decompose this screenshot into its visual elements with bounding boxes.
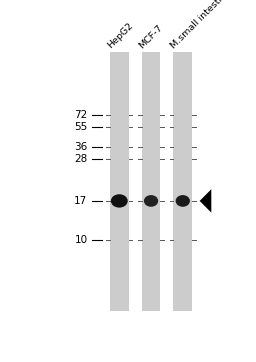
Text: MCF-7: MCF-7 [137,23,164,50]
Ellipse shape [176,195,190,207]
Text: 28: 28 [74,154,88,164]
Ellipse shape [144,195,158,207]
Text: HepG2: HepG2 [105,21,135,50]
Text: 55: 55 [74,122,88,132]
Text: 17: 17 [74,196,88,206]
Ellipse shape [111,194,128,208]
Bar [110,52,129,311]
Bar [173,52,192,311]
Text: 36: 36 [74,142,88,152]
Text: 10: 10 [74,235,88,245]
Text: 72: 72 [74,110,88,119]
Text: M.small intestine: M.small intestine [169,0,233,50]
Bar [142,52,161,311]
Polygon shape [200,189,211,212]
